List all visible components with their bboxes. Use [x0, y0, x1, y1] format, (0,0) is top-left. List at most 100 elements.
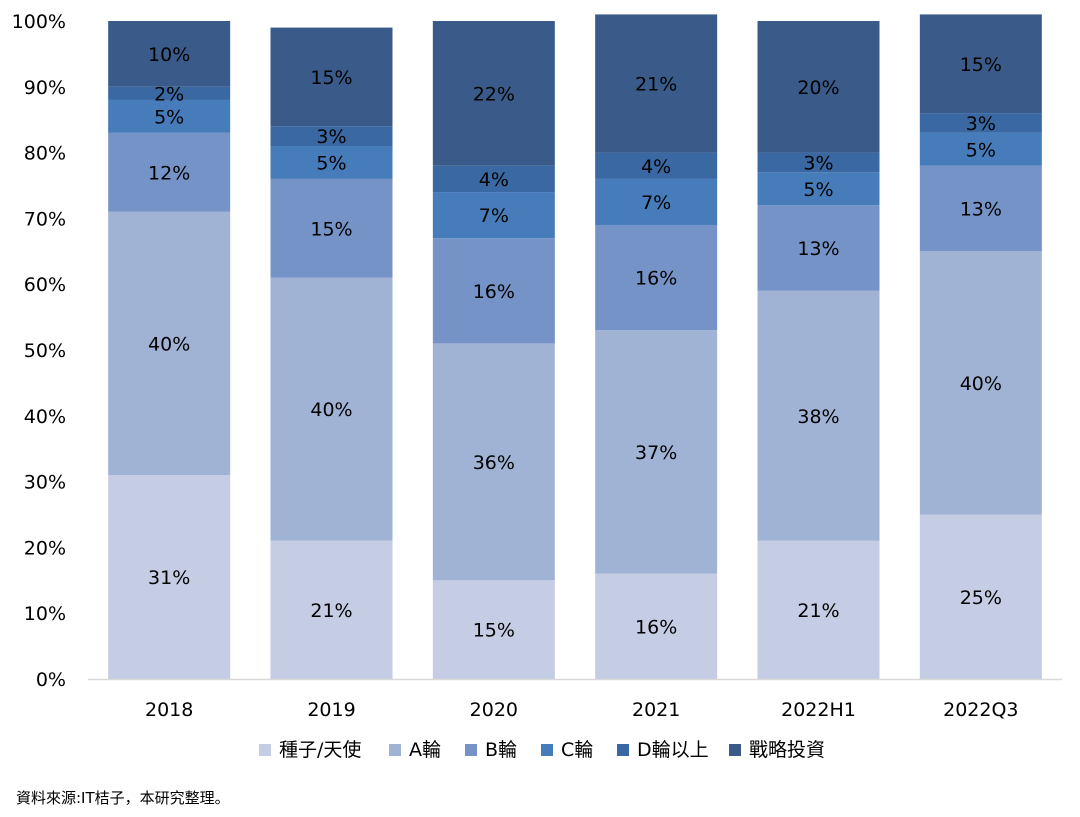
y-tick-label: 60%	[24, 274, 66, 296]
data-label: 21%	[310, 600, 352, 622]
data-label: 13%	[960, 199, 1002, 221]
y-tick-label: 10%	[24, 603, 66, 625]
legend-label: C輪	[561, 739, 593, 761]
bar-segment	[595, 14, 718, 153]
data-label: 5%	[154, 106, 184, 128]
source-note: 資料來源:IT桔子，本研究整理。	[16, 789, 230, 807]
legend-item: A輪	[389, 739, 441, 761]
y-tick-label: 0%	[36, 669, 66, 691]
bar-segment	[108, 132, 231, 212]
y-tick-label: 70%	[24, 208, 66, 230]
bar-segment	[108, 99, 231, 133]
bar-group-2021: 16% 37% 16% 7% 4% 21%	[595, 14, 718, 679]
bar-segment	[270, 126, 393, 147]
data-label: 13%	[797, 238, 839, 260]
data-label: 7%	[641, 192, 671, 214]
bars: 31%40%12%5%2%10%21%40%15%5%3%15%15%36%16…	[108, 14, 1042, 679]
bar-segment	[432, 192, 555, 239]
x-tick-label: 2018	[145, 699, 193, 721]
legend-label: 戰略投資	[749, 739, 825, 761]
bar-segment	[757, 205, 880, 291]
bar-group-2022Q3: 25% 40% 13% 5% 3% 15%	[919, 14, 1042, 679]
bar-segment	[919, 514, 1042, 679]
data-label: 15%	[960, 54, 1002, 76]
data-label: 40%	[960, 373, 1002, 395]
data-label: 25%	[960, 587, 1002, 609]
y-tick-label: 100%	[12, 11, 66, 33]
data-label: 37%	[635, 442, 677, 464]
bar-segment	[432, 21, 555, 166]
data-label: 40%	[310, 399, 352, 421]
bar-segment	[108, 21, 231, 87]
legend-item: D輪以上	[617, 739, 709, 761]
data-label: 16%	[635, 616, 677, 638]
x-tick-label: 2022H1	[781, 699, 856, 721]
legend: 種子/天使 A輪 B輪 C輪 D輪以上 戰略投資	[259, 739, 825, 761]
legend-swatch	[541, 744, 553, 756]
x-tick-label: 2020	[470, 699, 518, 721]
legend-label: D輪以上	[637, 739, 709, 761]
bar-segment	[919, 132, 1042, 166]
data-label: 4%	[479, 169, 509, 191]
data-label: 36%	[473, 452, 515, 474]
bar-segment	[595, 178, 718, 225]
legend-label: 種子/天使	[279, 739, 361, 761]
bar-segment	[270, 146, 393, 179]
legend-swatch	[617, 744, 629, 756]
data-label: 16%	[635, 268, 677, 290]
bar-segment	[595, 330, 718, 574]
bar-segment	[757, 290, 880, 541]
y-tick-label: 40%	[24, 406, 66, 428]
data-label: 21%	[635, 74, 677, 96]
bar-segment	[108, 211, 231, 476]
bar-segment	[919, 165, 1042, 252]
bar-segment	[108, 475, 231, 679]
data-label: 3%	[803, 152, 833, 174]
data-label: 22%	[473, 83, 515, 105]
bar-segment	[595, 224, 718, 331]
x-tick-label: 2022Q3	[943, 699, 1018, 721]
x-axis: 2018 2019 2020 2021 2022H1 2022Q3	[88, 678, 1062, 721]
bar-segment	[432, 580, 555, 679]
data-label: 16%	[473, 281, 515, 303]
bar-segment	[270, 27, 393, 127]
data-label: 7%	[479, 205, 509, 227]
legend-swatch	[259, 744, 271, 756]
data-label: 4%	[641, 156, 671, 178]
x-tick-label: 2021	[632, 699, 680, 721]
data-label: 12%	[148, 162, 190, 184]
y-tick-label: 30%	[24, 472, 66, 494]
data-label: 5%	[966, 139, 996, 161]
legend-item: 戰略投資	[729, 739, 825, 761]
bar-segment	[270, 277, 393, 541]
legend-item: 種子/天使	[259, 739, 361, 761]
bar-segment	[919, 113, 1042, 133]
bar-group-2020: 15% 36% 16% 7% 4% 22%	[432, 21, 555, 679]
data-label: 15%	[310, 218, 352, 240]
data-label: 3%	[966, 113, 996, 135]
y-tick-label: 80%	[24, 143, 66, 165]
y-tick-label: 50%	[24, 340, 66, 362]
data-label: 10%	[148, 44, 190, 66]
bar-segment	[432, 343, 555, 581]
legend-label: A輪	[409, 739, 441, 761]
bar-segment	[595, 573, 718, 679]
y-tick-label: 90%	[24, 77, 66, 99]
legend-item: C輪	[541, 739, 593, 761]
bar-segment	[919, 14, 1042, 114]
data-label: 5%	[803, 179, 833, 201]
legend-label: B輪	[485, 739, 517, 761]
bar-segment	[757, 540, 880, 679]
bar-segment	[757, 172, 880, 206]
data-label: 15%	[473, 620, 515, 642]
bar-segment	[108, 86, 231, 100]
data-label: 38%	[797, 406, 839, 428]
bar-group-2019: 21% 40% 15% 5% 3% 15%	[270, 27, 393, 679]
legend-item: B輪	[465, 739, 517, 761]
bar-segment	[757, 152, 880, 173]
bar-segment	[432, 238, 555, 344]
bar-group-2022H1: 21% 38% 13% 5% 3% 20%	[757, 21, 880, 679]
data-label: 21%	[797, 600, 839, 622]
bar-segment	[919, 251, 1042, 515]
